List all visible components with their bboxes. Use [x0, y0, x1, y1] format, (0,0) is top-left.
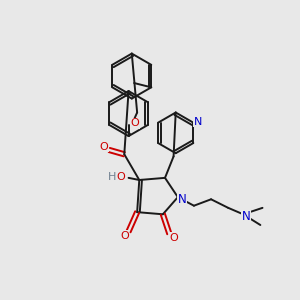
Text: N: N	[242, 210, 251, 223]
Text: O: O	[100, 142, 108, 152]
Text: O: O	[130, 118, 140, 128]
Text: H: H	[108, 172, 117, 182]
Text: O: O	[117, 172, 125, 182]
Text: N: N	[194, 117, 202, 127]
Text: N: N	[178, 193, 187, 206]
Text: O: O	[169, 233, 178, 243]
Text: O: O	[120, 231, 129, 241]
